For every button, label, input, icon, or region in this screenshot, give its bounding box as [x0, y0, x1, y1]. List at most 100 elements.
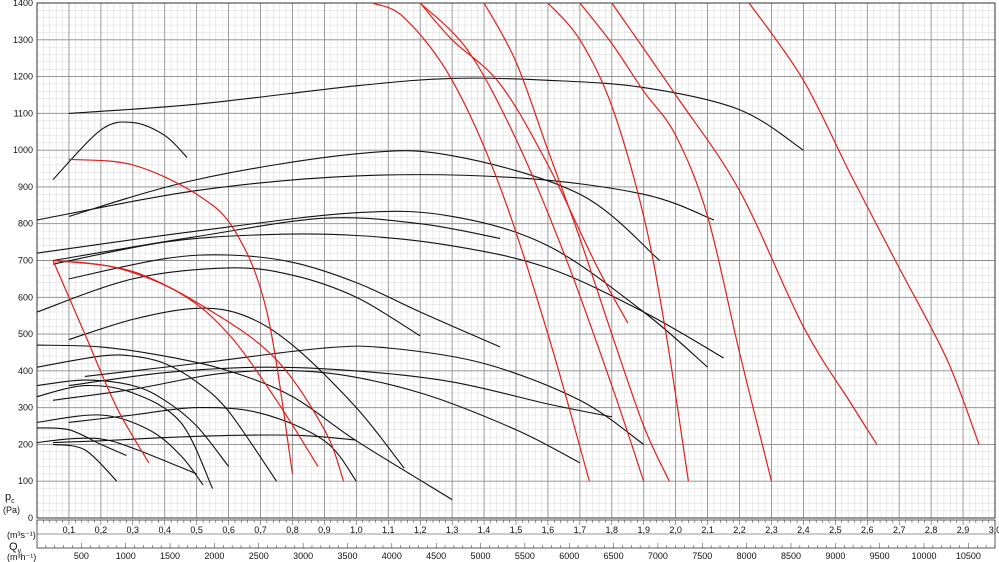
- fan-curve: [52, 443, 118, 482]
- fan-curve: [84, 345, 645, 445]
- fan-curve: [68, 77, 804, 151]
- fan-curve: [52, 434, 357, 444]
- x-tick-label-m3s: 0,7: [254, 525, 267, 535]
- x-tick-label-m3h: 10000: [912, 551, 937, 561]
- x-tick-label-m3h: 10500: [956, 551, 981, 561]
- y-tick-label: 200: [18, 439, 33, 449]
- fan-curve: [52, 233, 724, 359]
- x-tick-label-m3h: 8500: [781, 551, 801, 561]
- system-curve: [372, 2, 590, 482]
- system-curve: [579, 2, 773, 482]
- x-tick-label-m3s: 1,3: [446, 525, 459, 535]
- x-tick-label-m3h: 1000: [116, 551, 136, 561]
- system-curve: [52, 259, 345, 482]
- y-tick-label: 1200: [13, 72, 33, 82]
- x-tick-label-m3h: 500: [74, 551, 89, 561]
- x-tick-label-m3s: 2,3: [765, 525, 778, 535]
- plot-frame: [36, 2, 996, 519]
- fan-curve: [36, 210, 708, 368]
- x-axis-label: Qv: [9, 541, 22, 555]
- x-tick-label-m3h: 3000: [293, 551, 313, 561]
- x-tick-label-m3h: 4000: [382, 551, 402, 561]
- y-tick-label: 1300: [13, 35, 33, 45]
- x-tick-label-m3s: 1,7: [574, 525, 587, 535]
- fan-curve: [36, 414, 204, 486]
- y-tick-label: 900: [18, 182, 33, 192]
- fan-curve: [68, 406, 357, 482]
- y-tick-label: 500: [18, 329, 33, 339]
- x-tick-label-m3h: 1500: [160, 551, 180, 561]
- fan-curve: [36, 174, 715, 221]
- x-tick-label-m3s: 0,3: [127, 525, 140, 535]
- x-tick-label-m3s: 2,6: [861, 525, 874, 535]
- x-tick-label-m3s: 2,7: [893, 525, 906, 535]
- system-curve: [52, 260, 150, 464]
- system-curve: [419, 2, 645, 482]
- fan-curve: [52, 217, 501, 262]
- x-tick-label-m3h: 6500: [604, 551, 624, 561]
- major-grid: [36, 2, 996, 519]
- x-tick-label-m3h: 7000: [648, 551, 668, 561]
- fan-curves: [36, 77, 804, 501]
- x-tick-label-m3s: 2,1: [701, 525, 714, 535]
- x-tick-label-m3s: 2,9: [957, 525, 970, 535]
- x-tick-label-m3s: 2,0: [669, 525, 682, 535]
- x-tick-label-m3s: 1,2: [414, 525, 427, 535]
- x-tick-label-m3s: 0,5: [190, 525, 203, 535]
- system-curve: [419, 2, 629, 324]
- fan-curve: [68, 150, 661, 261]
- x-tick-label-m3s: 2,8: [925, 525, 938, 535]
- x-tick-label-m3h: 8000: [737, 551, 757, 561]
- y-tick-label: 400: [18, 366, 33, 376]
- x-tick-label-m3s: 2,5: [829, 525, 842, 535]
- x-tick-label-m3s: 2,4: [797, 525, 810, 535]
- x-tick-label-m3s: 1,9: [637, 525, 650, 535]
- x-unit-m3s: (m³s⁻¹): [7, 530, 36, 540]
- x-tick-label-m3h: 5000: [471, 551, 491, 561]
- x-axis-band: [36, 519, 996, 549]
- x-tick-label-m3s: 1,6: [542, 525, 555, 535]
- fan-curve: [36, 267, 421, 337]
- fan-curve: [68, 366, 612, 418]
- x-tick-label-m3h: 2000: [204, 551, 224, 561]
- fan-curve: [36, 437, 197, 475]
- y-tick-label: 100: [18, 476, 33, 486]
- fan-curve: [36, 379, 230, 467]
- fan-curve: [36, 427, 127, 457]
- x-tick-label-m3s: 1,4: [478, 525, 491, 535]
- y-tick-label: 600: [18, 292, 33, 302]
- x-tick-label-m3s: 1,8: [606, 525, 619, 535]
- x-tick-label-m3h: 9500: [870, 551, 890, 561]
- system-curve: [611, 2, 878, 445]
- y-tick-label: 1000: [13, 145, 33, 155]
- x-tick-label-m3s: 3,0: [989, 525, 999, 535]
- x-tick-label-m3s: 1,5: [510, 525, 523, 535]
- fan-curve: [68, 307, 405, 469]
- system-curve: [483, 2, 670, 482]
- y-tick-label: 300: [18, 403, 33, 413]
- system-curve: [547, 2, 689, 482]
- y-axis-unit: (Pa): [3, 505, 20, 515]
- system-curve: [68, 158, 294, 474]
- x-tick-label-m3s: 2,2: [733, 525, 746, 535]
- x-tick-label-m3s: 0,9: [318, 525, 331, 535]
- x-unit-m3h: (m³h⁻¹): [7, 552, 36, 562]
- fan-curve: [36, 384, 214, 489]
- fan-curve: [36, 354, 277, 482]
- fan-curve: [52, 369, 581, 464]
- x-tick-label-m3s: 0,2: [95, 525, 108, 535]
- y-axis-label: pc: [5, 491, 15, 505]
- system-curves: [52, 2, 980, 482]
- x-tick-label-m3h: 6000: [559, 551, 579, 561]
- x-tick-label-m3s: 1,1: [382, 525, 395, 535]
- y-tick-label: 800: [18, 219, 33, 229]
- system-curve: [748, 2, 980, 445]
- x-tick-label-m3h: 4500: [426, 551, 446, 561]
- x-tick-label-m3h: 3500: [337, 551, 357, 561]
- x-axis-ticks-m3h: 500 1000 1500 2000 2500 3000 3500 4000 4500 5000 5…: [74, 551, 981, 561]
- x-tick-label-m3s: 0,8: [286, 525, 299, 535]
- x-tick-label-m3s: 0,1: [63, 525, 76, 535]
- fan-curve: [52, 121, 188, 180]
- x-tick-label-m3s: 0,4: [158, 525, 171, 535]
